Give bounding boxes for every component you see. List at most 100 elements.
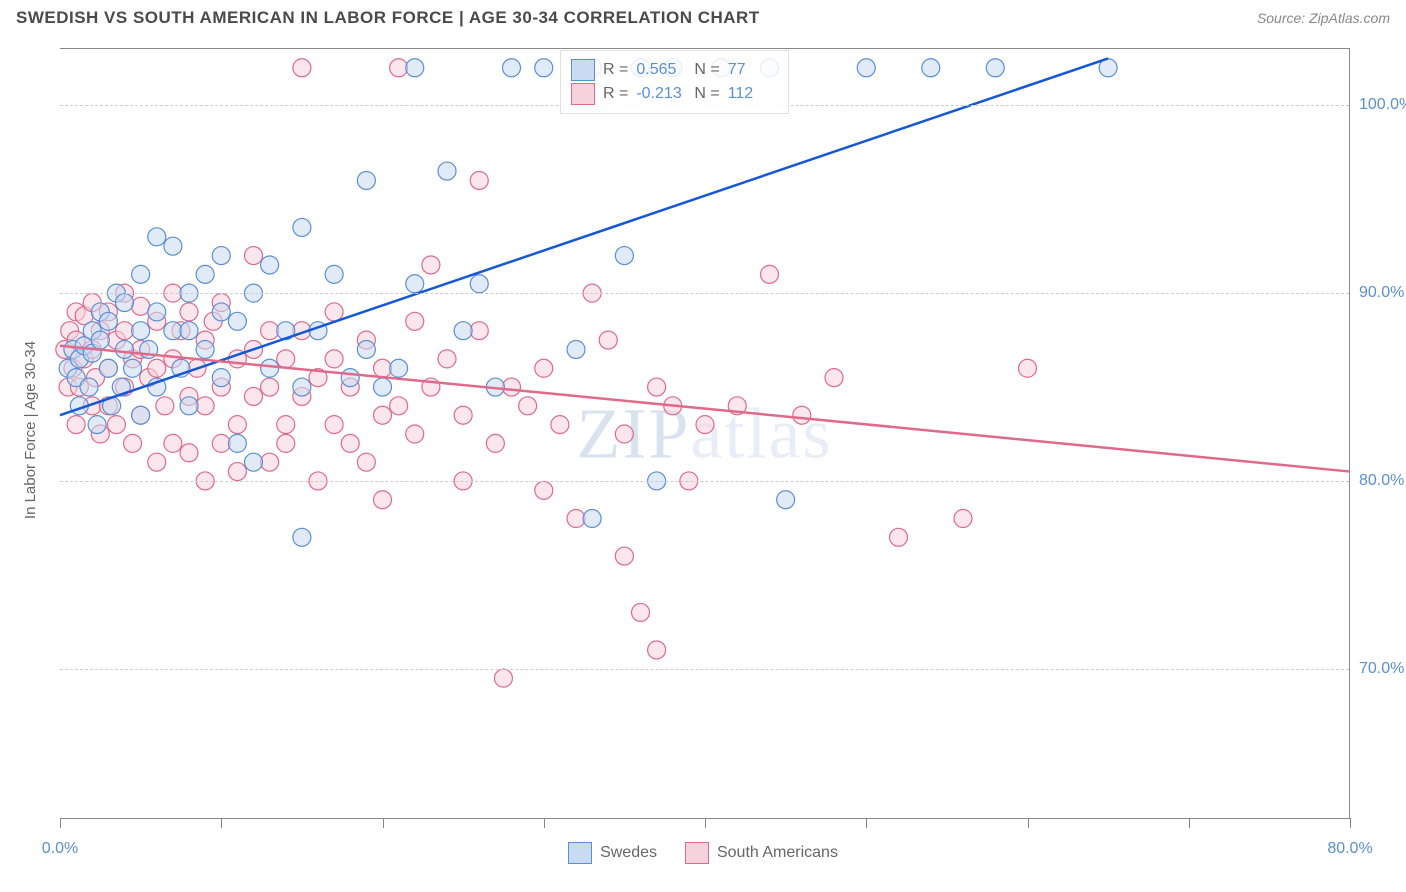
legend-item-swedes: Swedes [568, 842, 657, 864]
data-point [777, 491, 795, 509]
data-point [228, 312, 246, 330]
data-point [374, 406, 392, 424]
data-point [148, 453, 166, 471]
data-point [535, 481, 553, 499]
gridline [60, 293, 1349, 294]
legend-label-south-americans: South Americans [717, 844, 838, 862]
data-point [99, 312, 117, 330]
data-point [91, 331, 109, 349]
data-point [132, 297, 150, 315]
y-tick-label: 90.0% [1359, 284, 1406, 302]
data-point [551, 416, 569, 434]
data-point [293, 59, 311, 77]
swedes-swatch-icon [568, 842, 592, 864]
south-americans-swatch-icon [571, 83, 595, 105]
data-point [438, 162, 456, 180]
data-point [196, 265, 214, 283]
south-americans-n-value: 112 [728, 85, 778, 103]
data-point [986, 59, 1004, 77]
data-point [374, 491, 392, 509]
source-attribution: Source: ZipAtlas.com [1257, 10, 1390, 26]
data-point [535, 359, 553, 377]
data-point [567, 510, 585, 528]
data-point [180, 322, 198, 340]
data-point [494, 669, 512, 687]
data-point [164, 237, 182, 255]
y-tick-label: 100.0% [1359, 96, 1406, 114]
swedes-n-value: 77 [728, 61, 778, 79]
data-point [228, 434, 246, 452]
data-point [406, 312, 424, 330]
data-point [261, 322, 279, 340]
data-point [599, 331, 617, 349]
data-point [261, 256, 279, 274]
data-point [277, 416, 295, 434]
south-americans-swatch-icon [685, 842, 709, 864]
data-point [583, 510, 601, 528]
data-point [180, 397, 198, 415]
south-americans-r-value: -0.213 [636, 85, 686, 103]
data-point [116, 340, 134, 358]
data-point [261, 378, 279, 396]
data-point [535, 59, 553, 77]
scatter-plot [60, 49, 1349, 818]
data-point [196, 340, 214, 358]
data-point [245, 453, 263, 471]
series-legend: Swedes South Americans [0, 842, 1406, 864]
data-point [857, 59, 875, 77]
data-point [325, 303, 343, 321]
data-point [116, 294, 134, 312]
data-point [357, 171, 375, 189]
data-point [228, 416, 246, 434]
chart-plot-area: ZIPatlas 70.0%80.0%90.0%100.0% [60, 48, 1350, 818]
data-point [390, 59, 408, 77]
data-point [341, 434, 359, 452]
data-point [293, 218, 311, 236]
data-point [228, 463, 246, 481]
data-point [406, 59, 424, 77]
legend-row-swedes: R = 0.565 N = 77 [571, 59, 778, 81]
x-tick [705, 818, 706, 828]
x-tick [221, 818, 222, 828]
data-point [148, 303, 166, 321]
data-point [180, 444, 198, 462]
data-point [341, 369, 359, 387]
data-point [67, 416, 85, 434]
data-point [632, 603, 650, 621]
data-point [503, 378, 521, 396]
data-point [212, 303, 230, 321]
data-point [503, 59, 521, 77]
data-point [80, 378, 98, 396]
y-tick-label: 80.0% [1359, 472, 1406, 490]
data-point [761, 265, 779, 283]
correlation-legend: R = 0.565 N = 77 R = -0.213 N = 112 [560, 50, 789, 114]
swedes-swatch-icon [571, 59, 595, 81]
data-point [245, 247, 263, 265]
data-point [261, 453, 279, 471]
data-point [325, 350, 343, 368]
data-point [180, 303, 198, 321]
data-point [293, 528, 311, 546]
data-point [212, 369, 230, 387]
chart-title: SWEDISH VS SOUTH AMERICAN IN LABOR FORCE… [16, 8, 760, 28]
y-axis-label: In Labor Force | Age 30-34 [22, 341, 39, 519]
data-point [922, 59, 940, 77]
data-point [164, 434, 182, 452]
data-point [648, 641, 666, 659]
legend-item-south-americans: South Americans [685, 842, 838, 864]
data-point [454, 322, 472, 340]
data-point [116, 322, 134, 340]
x-tick [1028, 818, 1029, 828]
data-point [567, 340, 585, 358]
legend-row-south-americans: R = -0.213 N = 112 [571, 83, 778, 105]
data-point [357, 340, 375, 358]
data-point [390, 359, 408, 377]
data-point [148, 359, 166, 377]
data-point [615, 547, 633, 565]
data-point [438, 350, 456, 368]
data-point [825, 369, 843, 387]
gridline [60, 669, 1349, 670]
data-point [325, 265, 343, 283]
data-point [615, 247, 633, 265]
data-point [156, 397, 174, 415]
